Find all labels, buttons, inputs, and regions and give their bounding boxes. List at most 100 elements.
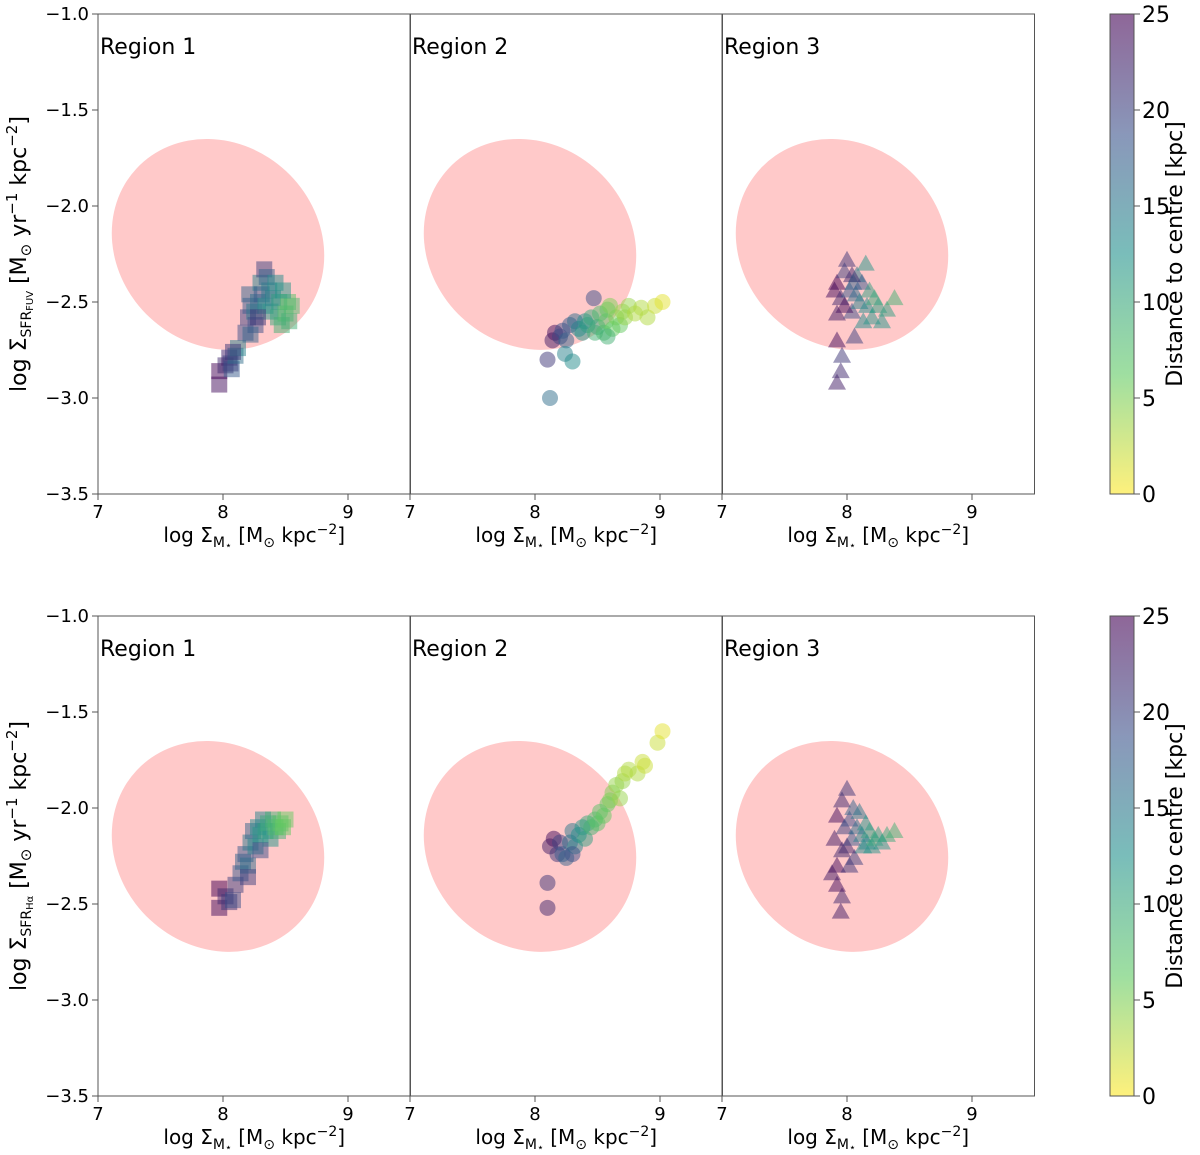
x-tick-label-2-2-1: 8: [529, 1104, 540, 1125]
colorbar-tick-label-2-4: 20: [1142, 701, 1170, 726]
x-axis-label-2-3: log ΣM⋆ [M⊙ kpc−2]: [787, 1124, 969, 1154]
point-triangle-2-3-0: [831, 902, 850, 919]
x-label-odot: ⊙: [575, 535, 587, 551]
x-label-unit: [M: [544, 523, 575, 547]
x-label-close: ]: [337, 1125, 345, 1149]
y-label-odot: ⊙: [17, 849, 35, 862]
point-triangle-2-3-1: [833, 887, 851, 904]
point-circle-1-2-1: [539, 351, 556, 368]
y-label-kpc-exp: −2: [3, 125, 21, 147]
x-tick-label-1-2-0: 7: [404, 502, 415, 523]
panel-title-2-2: Region 2: [412, 637, 508, 662]
y-axis-label-1: log ΣSFRFUV [M⊙ yr−1 kpc−2]: [3, 116, 36, 392]
reference-ellipse-2-1: [111, 740, 325, 952]
point-circle-1-2-32: [639, 309, 656, 326]
y-label-yr: yr: [7, 819, 32, 849]
y-tick-label-2-3: −2.0: [45, 798, 89, 819]
colorbar-1: [1109, 13, 1135, 495]
x-label-kpc: kpc: [899, 1125, 941, 1149]
colorbar-tick-label-2-3: 15: [1142, 797, 1170, 822]
x-tick-label-2-1-1: 8: [217, 1104, 228, 1125]
point-triangle-2-3-29: [838, 837, 856, 854]
point-square-1-1-8: [225, 343, 241, 360]
x-label-main: log Σ: [787, 523, 836, 547]
x-tick-label-1-1-0: 7: [92, 502, 103, 523]
y-label-unit: [M: [7, 861, 32, 896]
point-triangle-1-3-6: [828, 273, 846, 290]
point-triangle-2-3-7: [828, 806, 846, 823]
x-label-unit: [M: [232, 1125, 263, 1149]
point-triangle-1-3-22: [863, 308, 881, 325]
x-label-unit: [M: [232, 523, 263, 547]
x-axis-label-1-3: log ΣM⋆ [M⊙ kpc−2]: [787, 522, 969, 552]
y-tick-label-1-4: −1.5: [45, 100, 89, 121]
x-label-close: ]: [961, 523, 969, 547]
y-tick-label-1-3: −2.0: [45, 196, 89, 217]
x-label-exp: −2: [629, 522, 650, 538]
x-label-sub: M: [837, 535, 849, 551]
y-label-yr: yr: [7, 214, 32, 244]
point-circle-2-2-30: [637, 757, 653, 774]
x-label-odot: ⊙: [263, 535, 275, 551]
panel-title-1-1: Region 1: [100, 35, 196, 60]
x-tick-label-2-1-0: 7: [92, 1104, 103, 1125]
panel-frame-2-3: [721, 615, 1035, 1097]
x-label-sub: M: [525, 1137, 537, 1153]
y-tick-label-1-1: −3.0: [45, 388, 89, 409]
colorbar-2: [1109, 615, 1135, 1097]
colorbar-label-1: Distance to centre [kpc]: [1163, 121, 1188, 387]
x-axis-label-2-1: log ΣM⋆ [M⊙ kpc−2]: [163, 1124, 345, 1154]
y-label-kpc-exp: −2: [3, 730, 21, 752]
x-tick-label-2-2-0: 7: [404, 1104, 415, 1125]
x-label-exp: −2: [317, 1124, 338, 1140]
x-axis-label-2-2: log ΣM⋆ [M⊙ kpc−2]: [475, 1124, 657, 1154]
point-circle-2-2-24: [612, 790, 628, 807]
point-triangle-1-3-26: [878, 300, 896, 317]
x-tick-label-1-1-1: 8: [217, 502, 228, 523]
y-label-close: ]: [7, 721, 32, 730]
x-tick-label-1-1-2: 9: [342, 502, 353, 523]
y-tick-label-1-2: −2.5: [45, 292, 89, 313]
point-triangle-2-3-2: [828, 875, 846, 892]
y-label-unit: [M: [7, 256, 32, 291]
point-circle-1-2-0: [542, 390, 558, 406]
x-label-unit: [M: [856, 1125, 887, 1149]
reference-ellipse-2-2: [423, 740, 637, 952]
point-circle-1-2-34: [654, 294, 671, 310]
x-label-kpc: kpc: [275, 523, 317, 547]
point-circle-1-2-8: [564, 353, 581, 370]
point-circle-1-2-35: [599, 328, 616, 345]
point-triangle-2-3-4: [828, 856, 846, 873]
point-square-1-1-31: [283, 297, 300, 314]
point-triangle-1-3-27: [885, 289, 904, 306]
x-label-odot: ⊙: [263, 1137, 275, 1153]
panel-title-1-2: Region 2: [412, 35, 508, 60]
y-label-sub: SFR: [19, 311, 35, 338]
point-triangle-1-3-9: [838, 250, 856, 267]
x-tick-label-2-1-2: 9: [342, 1104, 353, 1125]
point-triangle-1-3-28: [843, 266, 861, 283]
point-circle-1-2-6: [558, 332, 575, 349]
point-triangle-2-3-11: [840, 810, 859, 827]
x-label-main: log Σ: [163, 1125, 212, 1149]
point-square-2-1-24: [277, 811, 294, 828]
point-square-1-1-34: [242, 326, 259, 343]
point-triangle-1-3-0: [828, 373, 846, 390]
x-label-subsub: ⋆: [225, 1141, 232, 1154]
reference-ellipse-1-2: [423, 138, 637, 350]
colorbar-tick-label-2-1: 5: [1142, 989, 1156, 1014]
point-triangle-1-3-13: [845, 327, 864, 344]
x-label-close: ]: [961, 1125, 969, 1149]
y-tick-label-1-0: −3.5: [45, 484, 89, 505]
y-tick-label-2-0: −3.5: [45, 1086, 89, 1107]
panel-title-2-3: Region 3: [724, 637, 820, 662]
x-tick-label-1-2-2: 9: [654, 502, 665, 523]
x-axis-label-1-1: log ΣM⋆ [M⊙ kpc−2]: [163, 522, 345, 552]
y-label-kpc: kpc: [7, 752, 32, 798]
colorbar-tick-label-1-1: 5: [1142, 387, 1156, 412]
x-label-exp: −2: [629, 1124, 650, 1140]
x-label-subsub: ⋆: [537, 539, 544, 552]
x-label-main: log Σ: [475, 523, 524, 547]
x-label-kpc: kpc: [275, 1125, 317, 1149]
colorbar-tick-label-1-3: 15: [1142, 195, 1170, 220]
